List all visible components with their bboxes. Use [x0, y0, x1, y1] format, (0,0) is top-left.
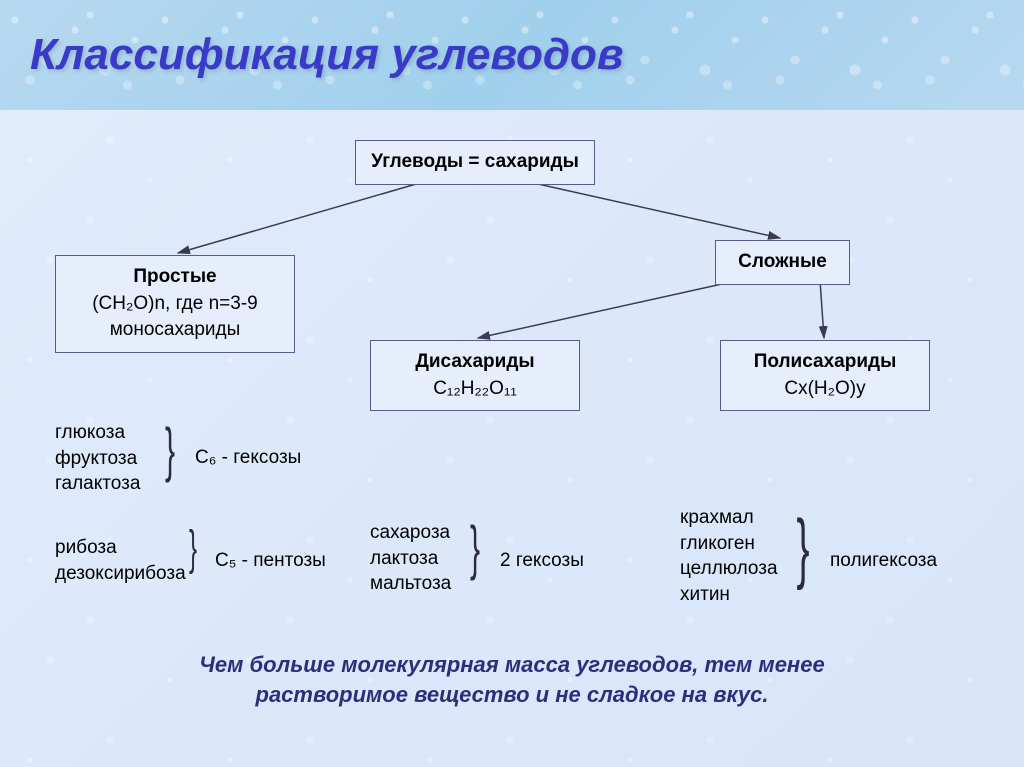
node-simple: Простые (CH₂O)n, где n=3-9 моносахариды: [55, 255, 295, 353]
node-polysacc-title: Полисахариды: [735, 349, 915, 376]
pentose-label: C₅ - пентозы: [215, 548, 326, 574]
node-disacc-title: Дисахариды: [385, 349, 565, 376]
node-complex-label: Сложные: [738, 251, 827, 272]
disacc-examples: сахароза лактоза мальтоза: [370, 520, 451, 597]
node-disacc-formula: C₁₂H₂₂O₁₁: [385, 376, 565, 403]
title-header: Классификация углеводов: [0, 0, 1024, 110]
node-simple-sub: моносахариды: [70, 317, 280, 344]
polysacc-examples: крахмал гликоген целлюлоза хитин: [680, 505, 778, 608]
disacc-label: 2 гексозы: [500, 548, 584, 574]
diagram-area: Углеводы = сахариды Простые (CH₂O)n, где…: [0, 110, 1024, 767]
node-root-label: Углеводы = сахариды: [371, 151, 579, 172]
hexose-examples: глюкоза фруктоза галактоза: [55, 420, 140, 497]
brace-icon: }: [470, 518, 480, 578]
footnote-text: Чем больше молекулярная масса углеводов,…: [0, 650, 1024, 709]
brace-icon: }: [189, 525, 197, 573]
node-simple-title: Простые: [70, 264, 280, 291]
node-polysacc-formula: Cx(H₂O)y: [735, 376, 915, 403]
node-root: Углеводы = сахариды: [355, 140, 595, 185]
node-polysaccharides: Полисахариды Cx(H₂O)y: [720, 340, 930, 411]
brace-icon: }: [797, 508, 810, 586]
polysacc-label: полигексоза: [830, 548, 937, 574]
brace-icon: }: [165, 420, 175, 480]
node-complex: Сложные: [715, 240, 850, 285]
hexose-label: C₆ - гексозы: [195, 445, 301, 471]
node-simple-formula: (CH₂O)n, где n=3-9: [70, 291, 280, 318]
page-title: Классификация углеводов: [30, 30, 623, 80]
node-disaccharides: Дисахариды C₁₂H₂₂O₁₁: [370, 340, 580, 411]
pentose-examples: рибоза дезоксирибоза: [55, 535, 186, 586]
